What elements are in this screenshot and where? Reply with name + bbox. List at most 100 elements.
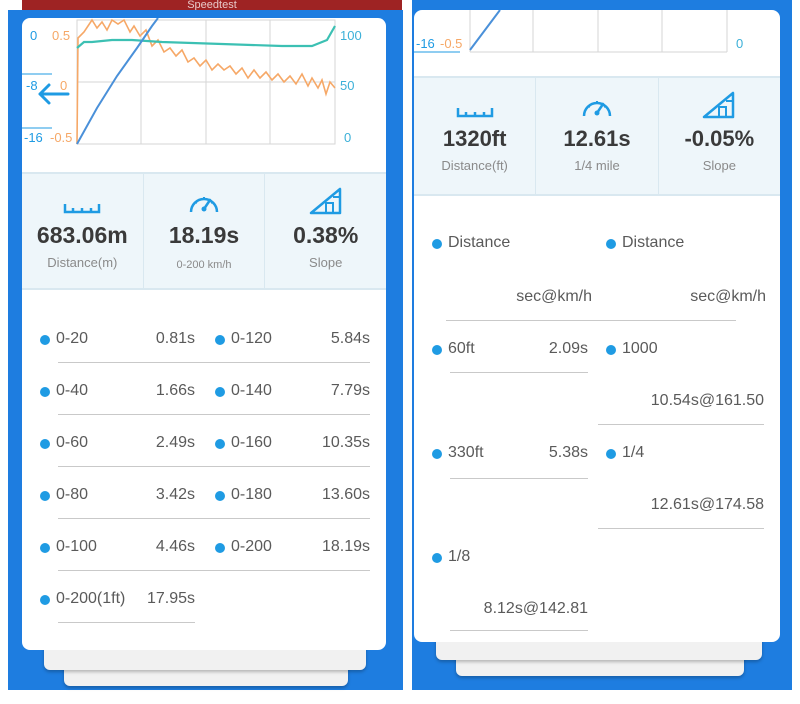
column-header: Distance sec@km/h	[446, 234, 766, 324]
bullet-dot	[40, 335, 50, 345]
result-label: 0-20	[56, 330, 89, 347]
stat-label: Slope	[702, 158, 736, 173]
stat-value: 683.06m	[36, 222, 128, 248]
list-item: 60ft 2.09s	[432, 340, 588, 376]
bullet-dot	[432, 553, 442, 563]
stat-label: Distance(ft)	[441, 158, 508, 173]
result-value: 3.42s	[155, 486, 195, 503]
result-label: 0-200(1ft)	[56, 590, 126, 607]
right-axis-tick: 0	[736, 36, 743, 51]
bullet-dot	[40, 543, 50, 553]
result-value: 8.12s@142.81	[483, 600, 588, 617]
list-item: 0-200 18.19s	[80, 538, 370, 572]
bullet-dot	[432, 345, 442, 355]
result-value: 13.60s	[321, 486, 370, 503]
stat-slope: -0.05% Slope	[659, 78, 780, 194]
bullet-dot	[606, 345, 616, 355]
list-item: 0-120 5.84s	[80, 330, 370, 364]
bullet-dot	[215, 387, 225, 397]
header-label: Distance	[622, 234, 685, 251]
stat-value: 12.61s	[563, 126, 631, 151]
result-value: 7.79s	[330, 382, 370, 399]
result-label: 0-60	[56, 434, 89, 451]
stat-label: Distance(m)	[47, 255, 118, 270]
row-divider	[80, 466, 370, 467]
row-divider	[450, 630, 588, 631]
chart-series-teal	[76, 25, 336, 49]
row-divider	[450, 478, 588, 479]
stat-label: 1/4 mile	[574, 158, 620, 173]
list-item: 0-20 0.81s	[40, 330, 195, 364]
chart-series-blue	[469, 10, 501, 51]
left-result-card[interactable]: 0 -8 -16 0.5 0 -0.5 100 50 0 683.06m Dis…	[22, 18, 386, 650]
ruler-icon	[63, 186, 101, 216]
header-label: Distance	[448, 234, 511, 251]
bullet-dot	[215, 491, 225, 501]
right-axis-tick: 50	[340, 78, 354, 93]
result-label: 330ft	[448, 444, 484, 461]
list-item: 1000 10.54s@161.50	[598, 340, 764, 425]
result-label: 1/8	[448, 548, 471, 565]
slope-icon	[701, 90, 737, 120]
list-item: 0-80 3.42s	[40, 486, 195, 520]
result-value: 10.54s@161.50	[650, 392, 764, 409]
performance-chart: 0 -8 -16 0.5 0 -0.5 100 50 0	[22, 18, 362, 145]
inner-axis-tick: -0.5	[440, 36, 462, 51]
bullet-dot	[215, 439, 225, 449]
inner-axis-tick: 0	[60, 78, 67, 93]
list-item: 1/4 12.61s@174.58	[598, 444, 764, 529]
chart-series-blue	[76, 18, 159, 145]
result-label: 60ft	[448, 340, 475, 357]
summary-stats: 1320ft Distance(ft) 12.61s 1/4 mile -0.0…	[414, 76, 780, 196]
bullet-dot	[606, 449, 616, 459]
back-arrow-icon[interactable]	[36, 82, 70, 106]
header-unit: sec@km/h	[690, 288, 766, 305]
left-axis-tick: -16	[416, 36, 435, 51]
result-value: 2.49s	[155, 434, 195, 451]
row-divider	[80, 570, 370, 571]
left-axis-tick: 0	[30, 28, 37, 43]
right-result-card[interactable]: -16 -0.5 0 1320ft Distance(ft) 12.61s 1/…	[414, 10, 780, 642]
result-value: 5.84s	[330, 330, 370, 347]
bullet-dot	[606, 239, 616, 249]
inner-axis-tick: -0.5	[50, 130, 72, 145]
row-divider	[80, 362, 370, 363]
result-label: 0-80	[56, 486, 89, 503]
list-item: 0-40 1.66s	[40, 382, 195, 416]
stat-time: 12.61s 1/4 mile	[536, 78, 659, 194]
result-label: 1/4	[622, 444, 645, 461]
stat-slope: 0.38% Slope	[265, 174, 386, 288]
right-axis-tick: 100	[340, 28, 362, 43]
performance-chart: -16 -0.5 0	[414, 10, 743, 53]
list-item: 0-100 4.46s	[40, 538, 195, 572]
row-divider	[450, 372, 588, 373]
result-value: 5.38s	[548, 444, 588, 461]
speedometer-icon	[187, 186, 221, 216]
result-label: 0-180	[231, 486, 272, 503]
row-divider	[446, 320, 736, 321]
result-value: 18.19s	[321, 538, 370, 555]
left-axis-tick: -8	[26, 78, 38, 93]
bullet-dot	[215, 543, 225, 553]
row-divider	[598, 424, 764, 425]
stat-label: Slope	[309, 255, 343, 270]
stat-label: 0-200 km/h	[176, 259, 232, 271]
bullet-dot	[432, 449, 442, 459]
inner-axis-tick: 0.5	[52, 28, 70, 43]
bullet-dot	[40, 439, 50, 449]
result-label: 0-100	[56, 538, 97, 555]
bullet-dot	[40, 491, 50, 501]
stat-value: 0.38%	[293, 222, 359, 248]
stat-value: 18.19s	[168, 222, 240, 248]
chart-series-orange	[76, 18, 336, 145]
result-value: 10.35s	[321, 434, 370, 451]
stat-distance: 683.06m Distance(m)	[22, 174, 144, 288]
bullet-dot	[40, 595, 50, 605]
summary-stats: 683.06m Distance(m) 18.19s 0-200 km/h 0.…	[22, 172, 386, 290]
result-label: 0-160	[231, 434, 272, 451]
result-value: 0.81s	[155, 330, 195, 347]
stat-value: -0.05%	[684, 126, 755, 151]
ruler-icon	[456, 90, 494, 120]
row-divider	[80, 518, 370, 519]
list-item: 0-160 10.35s	[80, 434, 370, 468]
